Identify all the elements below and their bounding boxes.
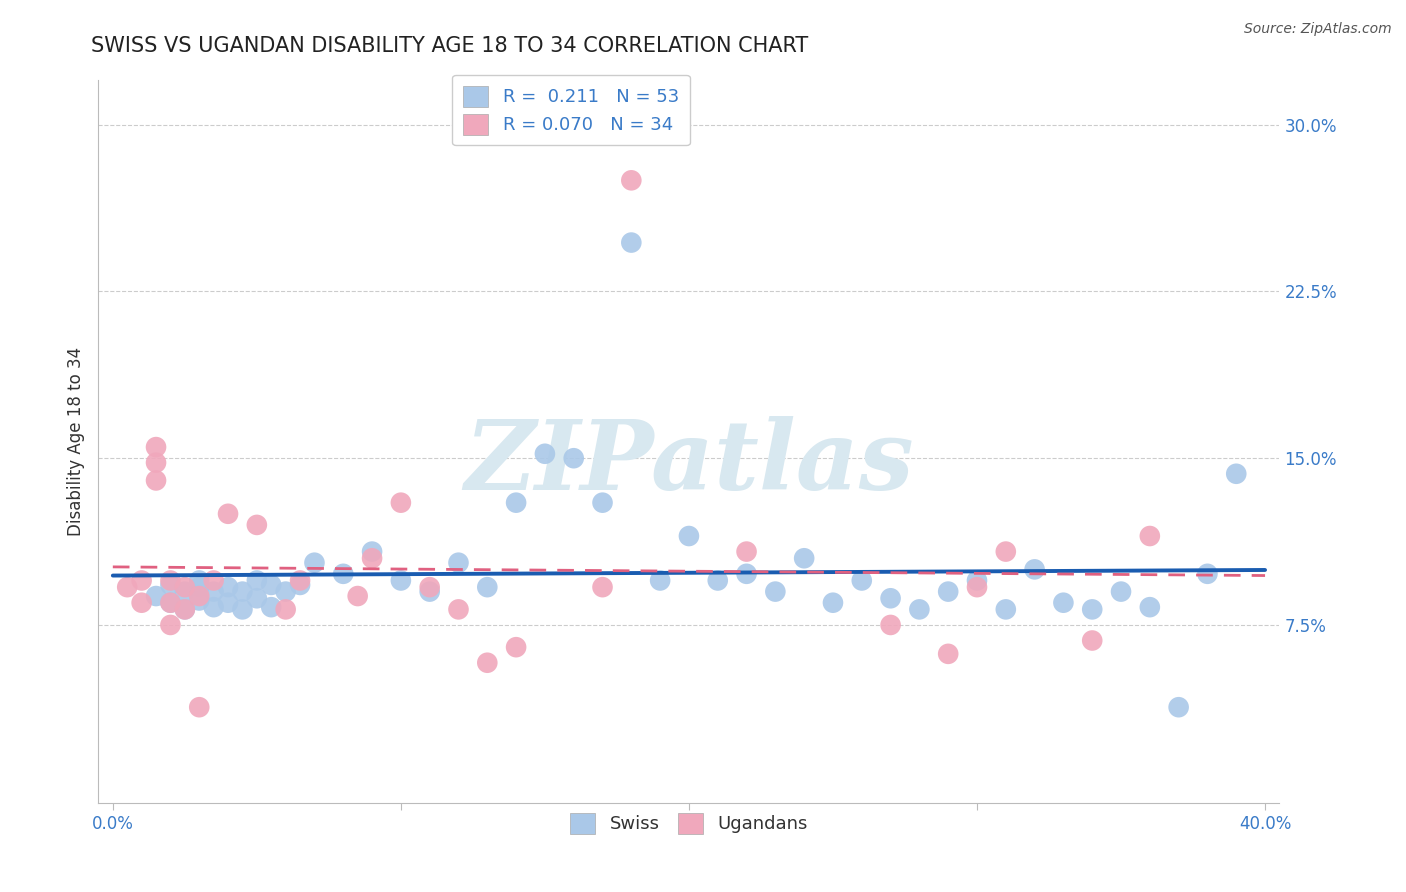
Point [346, 589, 368, 603]
Point [145, 456, 167, 470]
Point [1081, 633, 1104, 648]
Point [188, 700, 211, 714]
Point [763, 584, 786, 599]
Point [419, 580, 441, 594]
Point [1225, 467, 1247, 481]
Point [389, 496, 412, 510]
Point [217, 596, 239, 610]
Point [735, 566, 758, 581]
Point [260, 578, 283, 592]
Point [202, 584, 225, 599]
Point [332, 566, 354, 581]
Point [936, 584, 959, 599]
Point [231, 584, 253, 599]
Point [173, 602, 195, 616]
Point [274, 602, 297, 616]
Point [246, 574, 269, 588]
Text: SWISS VS UGANDAN DISABILITY AGE 18 TO 34 CORRELATION CHART: SWISS VS UGANDAN DISABILITY AGE 18 TO 34… [91, 36, 808, 55]
Point [173, 602, 195, 616]
Point [217, 507, 239, 521]
Point [650, 574, 672, 588]
Point [477, 656, 499, 670]
Point [620, 235, 643, 250]
Point [145, 440, 167, 454]
Point [994, 602, 1017, 616]
Point [159, 596, 181, 610]
Point [793, 551, 815, 566]
Point [274, 584, 297, 599]
Point [260, 600, 283, 615]
Point [1139, 600, 1161, 615]
Point [562, 451, 585, 466]
Point [620, 173, 643, 187]
Point [217, 580, 239, 594]
Point [159, 596, 181, 610]
Y-axis label: Disability Age 18 to 34: Disability Age 18 to 34 [66, 347, 84, 536]
Point [288, 574, 311, 588]
Point [131, 596, 153, 610]
Point [188, 574, 211, 588]
Point [908, 602, 931, 616]
Point [231, 602, 253, 616]
Point [592, 496, 614, 510]
Point [145, 474, 167, 488]
Point [202, 600, 225, 615]
Point [173, 580, 195, 594]
Text: ZIPatlas: ZIPatlas [464, 417, 914, 510]
Point [173, 584, 195, 599]
Point [851, 574, 873, 588]
Point [994, 544, 1017, 558]
Point [1081, 602, 1104, 616]
Text: Source: ZipAtlas.com: Source: ZipAtlas.com [1244, 22, 1392, 37]
Point [1052, 596, 1074, 610]
Point [389, 574, 412, 588]
Point [304, 556, 326, 570]
Point [188, 580, 211, 594]
Point [361, 551, 384, 566]
Point [534, 447, 557, 461]
Point [879, 618, 901, 632]
Point [288, 578, 311, 592]
Point [447, 602, 470, 616]
Point [159, 574, 181, 588]
Point [966, 580, 988, 594]
Point [1139, 529, 1161, 543]
Point [188, 589, 211, 603]
Point [505, 640, 527, 655]
Point [966, 574, 988, 588]
Point [145, 589, 167, 603]
Point [115, 580, 138, 594]
Point [477, 580, 499, 594]
Point [936, 647, 959, 661]
Point [678, 529, 700, 543]
Point [821, 596, 844, 610]
Legend: Swiss, Ugandans: Swiss, Ugandans [560, 802, 818, 845]
Point [706, 574, 728, 588]
Point [1109, 584, 1132, 599]
Point [592, 580, 614, 594]
Point [361, 544, 384, 558]
Point [879, 591, 901, 606]
Point [1197, 566, 1219, 581]
Point [505, 496, 527, 510]
Point [246, 591, 269, 606]
Point [188, 593, 211, 607]
Point [131, 574, 153, 588]
Point [1024, 562, 1046, 576]
Point [735, 544, 758, 558]
Point [246, 517, 269, 532]
Point [159, 618, 181, 632]
Point [159, 578, 181, 592]
Point [202, 574, 225, 588]
Point [419, 584, 441, 599]
Point [447, 556, 470, 570]
Point [1167, 700, 1189, 714]
